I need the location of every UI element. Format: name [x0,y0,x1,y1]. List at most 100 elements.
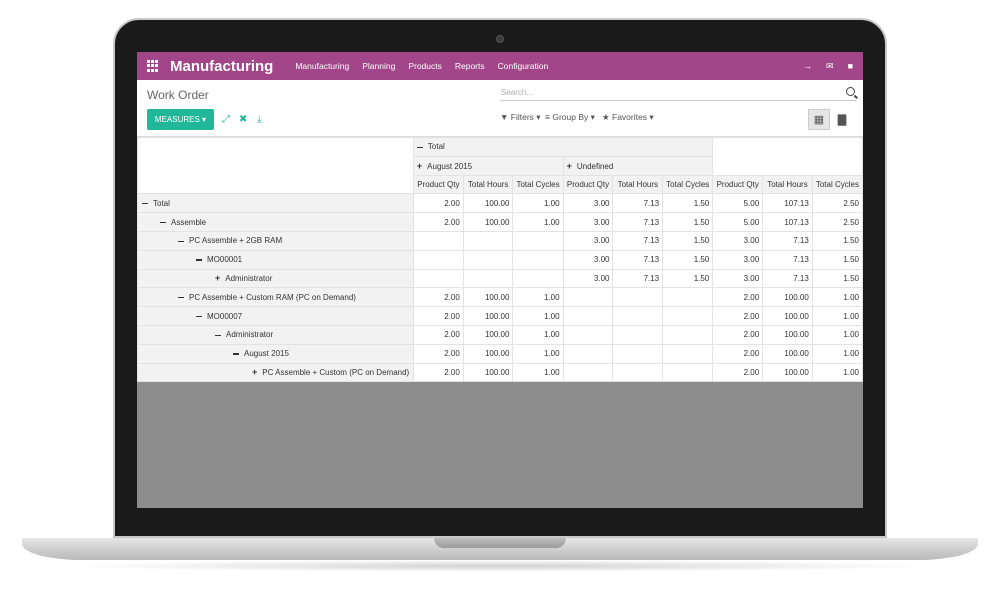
pivot-view-button[interactable]: ▦ [808,109,830,130]
menu-configuration[interactable]: Configuration [497,61,549,71]
value-cell[interactable]: 1.00 [512,362,564,383]
value-cell[interactable]: 1.00 [811,306,863,326]
value-cell[interactable]: 2.00 [712,287,764,308]
row-header[interactable]: August 2015 [137,343,414,364]
col-header-total[interactable]: Total [412,137,714,157]
col-header-august-2015[interactable]: + August 2015 [412,155,564,176]
value-cell[interactable] [612,362,664,383]
value-cell[interactable] [562,306,614,326]
graph-view-button[interactable]: ▇ [831,109,853,130]
value-cell[interactable]: 1.50 [662,230,714,251]
measure-header[interactable]: Total Cycles [811,174,863,195]
row-header[interactable]: + Administrator [137,268,414,289]
search-icon[interactable] [846,87,855,96]
value-cell[interactable] [462,230,514,251]
menu-products[interactable]: Products [408,61,442,71]
value-cell[interactable]: 1.00 [512,343,564,364]
value-cell[interactable] [612,324,664,345]
value-cell[interactable]: 1.50 [811,249,863,270]
value-cell[interactable]: 3.00 [562,268,614,289]
value-cell[interactable] [662,362,714,383]
value-cell[interactable]: 1.00 [512,324,564,345]
value-cell[interactable]: 1.00 [512,306,564,326]
value-cell[interactable]: 3.00 [712,230,764,251]
row-header[interactable]: Assemble [137,212,414,232]
value-cell[interactable]: 100.00 [462,212,514,232]
value-cell[interactable]: 2.00 [412,324,464,345]
value-cell[interactable]: 1.50 [811,268,863,289]
value-cell[interactable] [562,324,614,345]
value-cell[interactable] [562,362,614,383]
value-cell[interactable]: 1.50 [662,193,714,214]
value-cell[interactable]: 5.00 [712,212,764,232]
value-cell[interactable]: 5.00 [712,193,764,214]
value-cell[interactable]: 2.00 [412,212,464,232]
value-cell[interactable]: 100.00 [762,362,813,383]
app-title[interactable]: Manufacturing [170,57,274,75]
value-cell[interactable]: 100.00 [462,193,514,214]
value-cell[interactable]: 2.00 [412,287,464,308]
menu-planning[interactable]: Planning [362,61,396,71]
value-cell[interactable] [612,306,664,326]
value-cell[interactable] [662,324,714,345]
value-cell[interactable] [462,268,514,289]
measure-header[interactable]: Product Qty [562,174,614,195]
value-cell[interactable]: 1.00 [811,287,863,308]
row-header[interactable]: Administrator [137,324,414,345]
value-cell[interactable]: 100.00 [462,324,514,345]
value-cell[interactable]: 3.00 [562,193,614,214]
row-header[interactable]: MO00007 [137,306,414,326]
value-cell[interactable]: 2.00 [412,343,464,364]
value-cell[interactable]: 1.50 [662,249,714,270]
row-header[interactable]: + PC Assemble + Custom (PC on Demand) [137,362,414,383]
row-header[interactable]: PC Assemble + 2GB RAM [137,230,414,251]
value-cell[interactable] [462,249,514,270]
measure-header[interactable]: Total Hours [762,174,813,195]
value-cell[interactable]: 100.00 [762,343,813,364]
value-cell[interactable] [512,230,564,251]
envelope-icon[interactable]: ✉ [826,60,834,71]
value-cell[interactable]: 1.00 [512,212,564,232]
value-cell[interactable]: 7.13 [612,230,664,251]
value-cell[interactable]: 2.00 [412,362,464,383]
value-cell[interactable]: 7.13 [612,268,664,289]
measure-header[interactable]: Product Qty [412,174,464,195]
value-cell[interactable]: 3.00 [562,212,614,232]
value-cell[interactable] [412,268,464,289]
measures-button[interactable]: MEASURES ▾ [147,109,214,130]
value-cell[interactable] [412,230,464,251]
value-cell[interactable]: 1.50 [811,230,863,251]
row-header[interactable]: PC Assemble + Custom RAM (PC on Demand) [137,287,414,308]
value-cell[interactable]: 107.13 [762,193,813,214]
apps-grid-icon[interactable] [147,60,159,72]
value-cell[interactable]: 107.13 [762,212,813,232]
favorites-dropdown[interactable]: ★ Favorites ▾ [602,112,654,122]
value-cell[interactable] [612,287,664,308]
value-cell[interactable]: 2.50 [811,212,863,232]
value-cell[interactable]: 7.13 [612,249,664,270]
measure-header[interactable]: Total Cycles [662,174,714,195]
measure-header[interactable]: Total Cycles [512,174,564,195]
value-cell[interactable] [562,287,614,308]
value-cell[interactable]: 100.00 [462,362,514,383]
login-icon[interactable]: → [803,61,813,71]
value-cell[interactable]: 2.50 [811,193,863,214]
value-cell[interactable] [662,287,714,308]
chat-icon[interactable]: ■ [847,61,853,71]
filters-dropdown[interactable]: ▼ Filters ▾ [500,112,541,122]
value-cell[interactable]: 100.00 [462,343,514,364]
value-cell[interactable] [662,306,714,326]
value-cell[interactable]: 1.50 [662,212,714,232]
value-cell[interactable]: 3.00 [562,249,614,270]
value-cell[interactable]: 1.00 [811,362,863,383]
value-cell[interactable]: 100.00 [762,324,813,345]
expand-all-icon[interactable]: ✖ [239,114,248,125]
col-header-undefined[interactable]: + Undefined [562,155,714,176]
value-cell[interactable]: 2.00 [712,306,764,326]
value-cell[interactable]: 1.00 [512,287,564,308]
value-cell[interactable] [612,343,664,364]
value-cell[interactable]: 2.00 [712,343,764,364]
measure-header[interactable]: Total Hours [462,174,514,195]
value-cell[interactable]: 100.00 [462,287,514,308]
value-cell[interactable]: 7.13 [762,268,813,289]
